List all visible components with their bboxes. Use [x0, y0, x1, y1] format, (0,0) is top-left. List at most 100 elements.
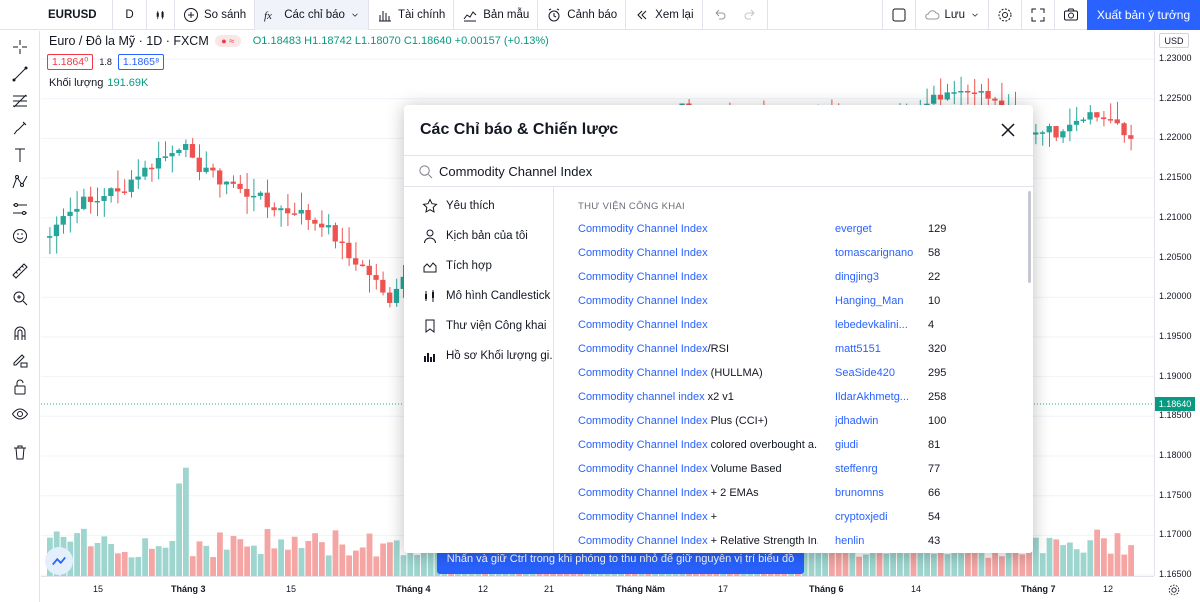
- fullscreen-button[interactable]: [1022, 0, 1055, 30]
- symbol-search-button[interactable]: EURUSD: [0, 0, 113, 30]
- fib-tool[interactable]: [10, 91, 30, 111]
- undo-button[interactable]: [703, 0, 735, 30]
- indicator-author-link[interactable]: tomascarignano: [835, 247, 914, 259]
- indicator-author-link[interactable]: IldarAkhmetg...: [835, 391, 909, 403]
- sidebar-item[interactable]: Mô hình Candlestick: [404, 281, 553, 311]
- currency-button[interactable]: USD: [1159, 33, 1189, 48]
- tradingview-logo[interactable]: [45, 547, 73, 575]
- indicator-name: Commodity Channel Index +: [578, 511, 818, 523]
- volume-bar: [108, 543, 114, 576]
- indicator-name: Commodity Channel Index + 2 EMAs: [578, 487, 818, 499]
- financials-button[interactable]: Tài chính: [369, 0, 455, 30]
- settings-button[interactable]: [989, 0, 1022, 30]
- indicator-row[interactable]: Commodity Channel Index dingjing3 22: [554, 265, 1024, 289]
- hide-tool[interactable]: [10, 404, 30, 424]
- indicator-author-link[interactable]: cryptoxjedi: [835, 511, 888, 523]
- icons-tool[interactable]: [10, 226, 30, 246]
- trend-line-tool[interactable]: [10, 64, 30, 84]
- indicator-author-link[interactable]: Hanging_Man: [835, 295, 904, 307]
- indicator-row[interactable]: Commodity channel index x2 v1 IldarAkhmet…: [554, 385, 1024, 409]
- indicator-author-link[interactable]: SeaSide420: [835, 367, 895, 379]
- price-axis[interactable]: 1.23000 1.22500 1.22000 1.21500 1.21000 1.205…: [1154, 31, 1200, 579]
- prediction-icon: [13, 203, 27, 215]
- indicator-author-link[interactable]: matt5151: [835, 343, 881, 355]
- list-scrollbar[interactable]: [1028, 191, 1031, 283]
- candle-body: [305, 209, 311, 220]
- zoom-tool[interactable]: [10, 288, 30, 308]
- indicator-row[interactable]: Commodity Channel Index lebedevkalini... 4: [554, 313, 1024, 337]
- pattern-tool[interactable]: [10, 172, 30, 192]
- indicator-author-link[interactable]: henlin: [835, 535, 865, 547]
- indicator-row[interactable]: Commodity Channel Index (HULLMA) SeaSide4…: [554, 361, 1024, 385]
- indicator-row[interactable]: Commodity Channel Index + 2 EMAs brunomns…: [554, 481, 1024, 505]
- volume-bar: [931, 553, 937, 576]
- sidebar-item[interactable]: Hồ sơ Khối lượng gi...: [404, 341, 553, 371]
- snapshot-button[interactable]: [1055, 0, 1087, 30]
- legend-change: +0.00157 (+0.13%): [454, 35, 549, 47]
- volume-bar: [1101, 538, 1107, 576]
- indicator-row[interactable]: Commodity Channel Index everget 129: [554, 217, 1024, 241]
- indicator-likes-count: 10: [928, 295, 941, 307]
- indicator-row[interactable]: Commodity Channel Index colored overboug…: [554, 433, 1024, 457]
- indicator-name-match: Commodity channel index: [578, 391, 705, 403]
- crosshair-tool[interactable]: [10, 37, 30, 57]
- sidebar-item[interactable]: Yêu thích: [404, 191, 553, 221]
- prediction-tool[interactable]: [10, 199, 30, 219]
- magnet-tool[interactable]: [10, 323, 30, 343]
- publish-idea-button[interactable]: Xuất bản ý tưởng: [1087, 0, 1200, 30]
- indicators-button[interactable]: fx Các chỉ báo: [255, 0, 369, 30]
- sidebar-item[interactable]: Kịch bản của tôi: [404, 221, 553, 251]
- lock-all-tool[interactable]: [10, 377, 30, 397]
- legend-symbol-title[interactable]: Euro / Đô la Mỹ · 1D · FXCM: [49, 34, 209, 48]
- candle-body: [115, 188, 121, 192]
- text-tool[interactable]: [10, 145, 30, 165]
- indicator-author-link[interactable]: steffenrg: [835, 463, 878, 475]
- indicator-author-link[interactable]: everget: [835, 223, 872, 235]
- templates-button[interactable]: Bản mẫu: [454, 0, 539, 30]
- indicator-row[interactable]: Commodity Channel Index + Relative Stren…: [554, 529, 1024, 553]
- indicator-row[interactable]: Commodity Channel Index Hanging_Man 10: [554, 289, 1024, 313]
- candle-body: [155, 157, 162, 169]
- interval-button[interactable]: D: [113, 0, 147, 30]
- indicator-row[interactable]: Commodity Channel Index Plus (CCI+) jdhad…: [554, 409, 1024, 433]
- indicator-author-link[interactable]: dingjing3: [835, 271, 880, 283]
- close-icon[interactable]: [999, 121, 1017, 139]
- indicator-author-link[interactable]: jdhadwin: [835, 415, 879, 427]
- brush-tool[interactable]: [10, 118, 30, 138]
- indicator-row[interactable]: Commodity Channel Index/RSI matt5151 320: [554, 337, 1024, 361]
- indicator-author-link[interactable]: brunomns: [835, 487, 884, 499]
- candle-body: [1121, 123, 1127, 136]
- buy-price-button[interactable]: 1.1865⁸: [117, 54, 165, 70]
- save-button[interactable]: Lưu: [916, 0, 989, 30]
- volume-bar: [842, 533, 849, 576]
- candle-body: [108, 188, 114, 196]
- indicator-search-input[interactable]: [439, 163, 999, 179]
- measure-tool[interactable]: [10, 261, 30, 281]
- candle-body: [203, 167, 209, 173]
- candle-body: [1053, 126, 1059, 138]
- indicator-row[interactable]: Commodity Channel Index Volume Based stef…: [554, 457, 1024, 481]
- sidebar-item[interactable]: Tích hợp: [404, 251, 553, 281]
- alerts-button[interactable]: Cảnh báo: [538, 0, 627, 30]
- volume-legend[interactable]: Khối lượng 191.69K: [49, 77, 148, 89]
- volume-bar: [849, 535, 856, 576]
- candle-body: [1128, 135, 1134, 139]
- remove-tool[interactable]: [10, 442, 30, 462]
- layout-button[interactable]: [881, 0, 916, 30]
- replay-button[interactable]: Xem lại: [626, 0, 703, 30]
- time-axis[interactable]: 15 Tháng 3 15 Tháng 4 12 21 Tháng Năm 17 Tháng 6…: [41, 576, 1180, 602]
- symbol-legend: Euro / Đô la Mỹ · 1D · FXCM ● ≈ O1.18483…: [49, 34, 549, 48]
- sidebar-item[interactable]: Thư viện Công khai: [404, 311, 553, 341]
- candle-body: [944, 92, 950, 100]
- indicator-row[interactable]: Commodity Channel Index + cryptoxjedi 54: [554, 505, 1024, 529]
- redo-button[interactable]: [735, 0, 768, 30]
- compare-button[interactable]: So sánh: [175, 0, 256, 30]
- volume-bar: [285, 549, 291, 576]
- indicator-author-link[interactable]: giudi: [835, 439, 859, 451]
- indicator-author-link[interactable]: lebedevkalini...: [835, 319, 908, 331]
- settings-icon[interactable]: [1167, 583, 1181, 597]
- lock-draw-tool[interactable]: [10, 350, 30, 370]
- chart-type-button[interactable]: [147, 0, 175, 30]
- sell-price-button[interactable]: 1.1864⁰: [47, 54, 94, 70]
- indicator-row[interactable]: Commodity Channel Index tomascarignano 58: [554, 241, 1024, 265]
